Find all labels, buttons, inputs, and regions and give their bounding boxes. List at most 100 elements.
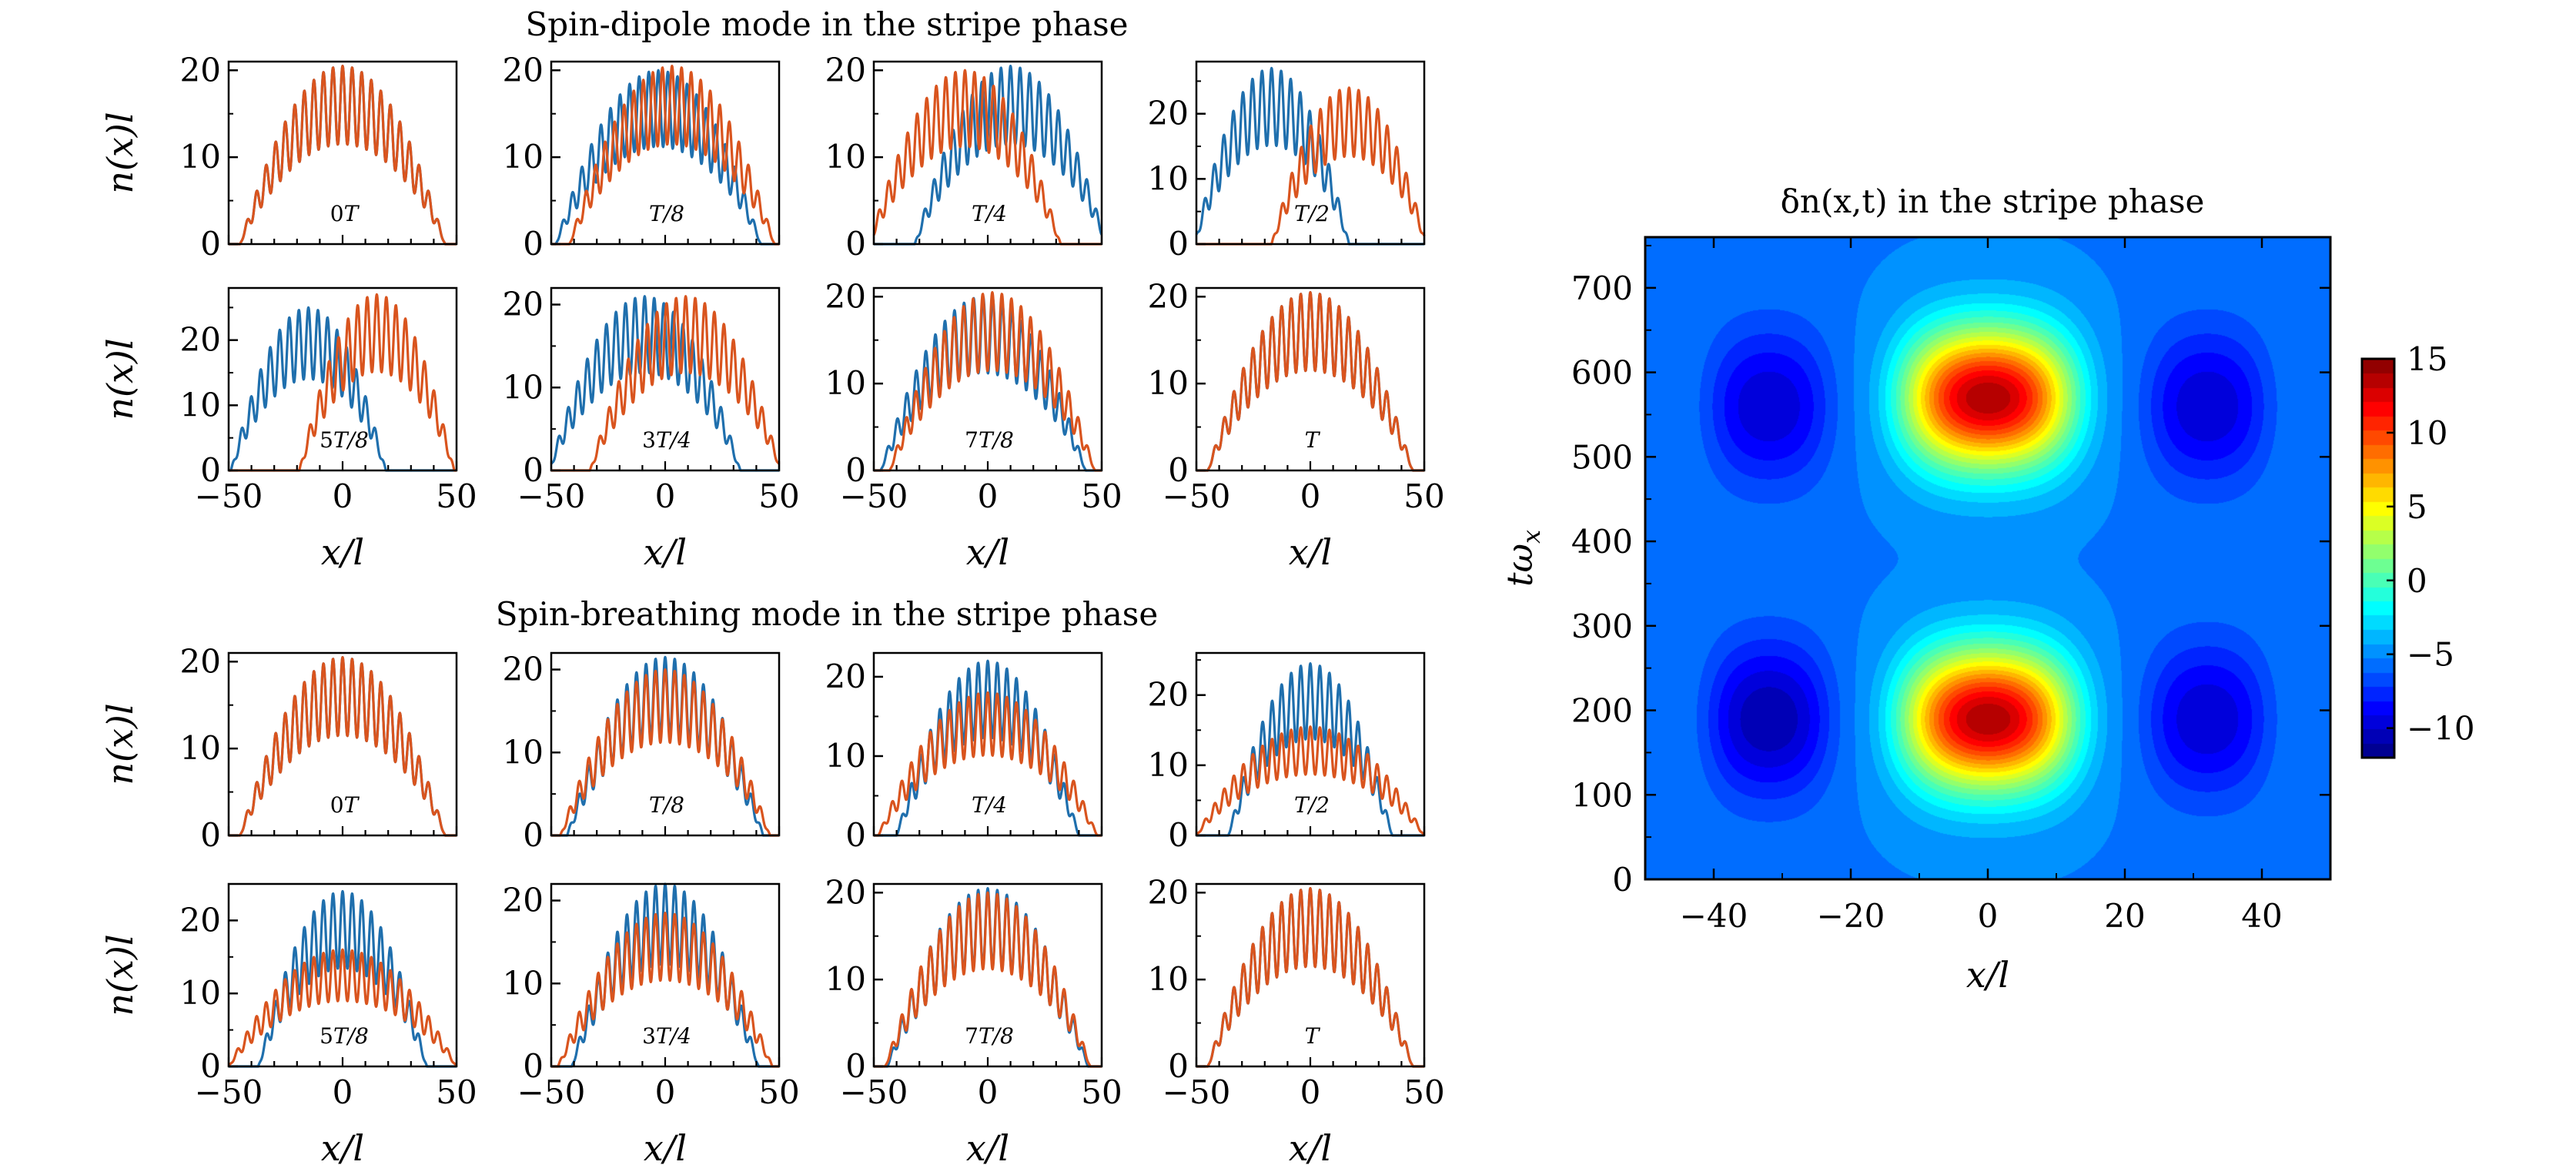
- heatmap-y-label-subscript: x: [1517, 530, 1546, 544]
- y-tick-label: 10: [825, 364, 866, 402]
- y-tick-label: 20: [180, 321, 221, 359]
- orange-density-curve: [550, 65, 781, 246]
- blue-density-curve: [872, 659, 1103, 837]
- y-tick-label: 20: [825, 658, 866, 695]
- y-tick-label: 20: [503, 651, 544, 688]
- x-tick-label: −50: [517, 477, 586, 515]
- colorbar-tick-label: 15: [2407, 340, 2447, 378]
- y-tick-label: 10: [503, 138, 544, 176]
- heatmap-y-tick-label: 200: [1571, 692, 1633, 730]
- y-tick-label: 10: [503, 368, 544, 406]
- x-tick-label: 0: [1300, 477, 1321, 515]
- y-tick-label: 20: [1148, 873, 1189, 911]
- y-tick-label: 0: [200, 451, 221, 489]
- panel-label: 7T/8: [965, 1023, 1014, 1049]
- x-tick-label: −50: [1163, 477, 1231, 515]
- panel-label: T/8: [649, 792, 684, 818]
- x-tick-label: −50: [195, 477, 263, 515]
- x-axis-label: x/l: [1289, 531, 1332, 573]
- y-tick-label: 20: [180, 642, 221, 680]
- colorbar-tick-label: −10: [2407, 710, 2475, 748]
- panel-label: 5T/8: [319, 427, 369, 453]
- colorbar-tick-label: −5: [2407, 636, 2454, 674]
- x-tick-label: −50: [517, 1073, 586, 1111]
- orange-density-curve: [227, 656, 458, 837]
- x-axis-label: x/l: [644, 531, 687, 573]
- y-tick-label: 20: [503, 882, 544, 919]
- x-tick-label: −50: [840, 1073, 908, 1111]
- blue-density-curve: [227, 889, 458, 1068]
- y-tick-label: 0: [523, 816, 544, 854]
- y-tick-label: 0: [1168, 816, 1189, 854]
- subplot-dipole-1: 0 10 20 T/8: [503, 51, 781, 263]
- y-tick-label: 0: [845, 225, 866, 263]
- heatmap-image: [1645, 237, 2330, 879]
- y-tick-label: 0: [200, 225, 221, 263]
- y-tick-label: 0: [523, 451, 544, 489]
- subplot-dipole-3: 0 10 20 T/2: [1148, 60, 1426, 263]
- colorbar-frame: [2360, 357, 2396, 759]
- y-tick-label: 10: [1148, 746, 1189, 784]
- y-tick-label: 0: [523, 225, 544, 263]
- breathing-title: Spin-breathing mode in the stripe phase: [496, 595, 1158, 633]
- x-tick-label: 50: [758, 477, 799, 515]
- colorbar-area: [2362, 359, 2394, 758]
- y-tick-label: 0: [845, 816, 866, 854]
- x-tick-label: 0: [978, 1073, 999, 1111]
- y-tick-label: 20: [180, 51, 221, 89]
- panel-label: 3T/4: [642, 427, 691, 453]
- y-tick-label: 10: [1148, 159, 1189, 197]
- y-tick-label: 0: [845, 451, 866, 489]
- x-tick-label: 0: [978, 477, 999, 515]
- subplot-dipole-2: 0 10 20 T/4: [825, 51, 1103, 263]
- panel-label: T/2: [1294, 792, 1330, 818]
- heatmap-plot-area: [1645, 237, 2330, 879]
- y-tick-label: 10: [1148, 364, 1189, 402]
- panel-label: T: [1305, 1023, 1321, 1049]
- y-tick-label: 0: [200, 816, 221, 854]
- y-tick-label: 10: [180, 729, 221, 767]
- orange-density-curve: [872, 691, 1103, 837]
- y-axis-label-group: n(x)l: [99, 112, 141, 193]
- orange-density-curve: [550, 912, 781, 1068]
- y-axis-label: n(x)l: [99, 703, 141, 785]
- x-axis-label: x/l: [966, 1127, 1009, 1169]
- y-tick-label: 0: [200, 1047, 221, 1085]
- x-tick-label: 50: [436, 1073, 477, 1111]
- y-tick-label: 10: [180, 138, 221, 176]
- x-tick-label: 50: [758, 1073, 799, 1111]
- orange-density-curve: [872, 891, 1103, 1068]
- y-tick-label: 20: [503, 286, 544, 323]
- y-tick-label: 10: [825, 960, 866, 998]
- y-axis-label-group: n(x)l: [99, 703, 141, 785]
- colorbar-tick-label: 10: [2407, 414, 2447, 452]
- panel-label: 7T/8: [965, 427, 1014, 453]
- heatmap-x-label: x/l: [1966, 954, 2009, 996]
- x-tick-label: −50: [1163, 1073, 1231, 1111]
- x-axis-label: x/l: [321, 1127, 364, 1169]
- x-axis-label: x/l: [644, 1127, 687, 1169]
- x-tick-label: 0: [1300, 1073, 1321, 1111]
- y-tick-label: 10: [180, 386, 221, 423]
- panel-label: T/4: [972, 792, 1007, 818]
- x-tick-label: 50: [1081, 477, 1122, 515]
- subplot-breathing-2: 0 10 20 T/4: [825, 651, 1103, 854]
- subplot-breathing-1: 0 10 20 T/8: [503, 651, 781, 854]
- dipole-title: Spin-dipole mode in the stripe phase: [525, 5, 1128, 43]
- y-axis-label: n(x)l: [99, 338, 141, 420]
- heatmap-x-tick-label: 20: [2104, 897, 2145, 935]
- heatmap-y-tick-label: 600: [1571, 354, 1633, 392]
- y-tick-label: 0: [1168, 1047, 1189, 1085]
- x-tick-label: −50: [840, 477, 908, 515]
- y-tick-label: 20: [825, 873, 866, 911]
- orange-density-curve: [1195, 291, 1426, 472]
- panel-label: T: [1305, 427, 1321, 453]
